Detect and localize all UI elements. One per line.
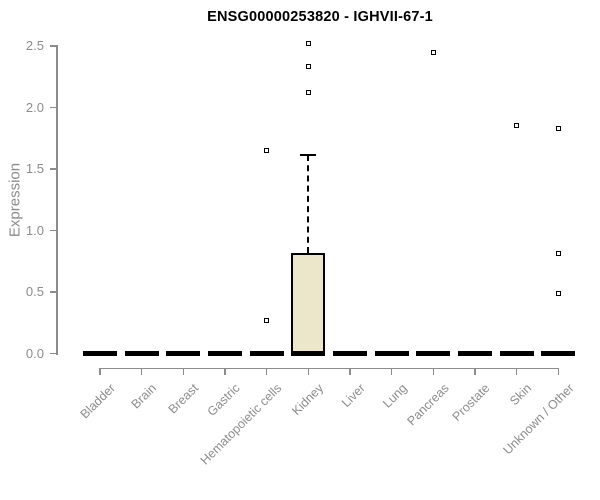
outlier-point: [555, 290, 561, 296]
median-bar: [458, 351, 493, 356]
x-axis-tick: [349, 367, 351, 375]
median-bar: [416, 351, 451, 356]
x-category-label: Liver: [338, 381, 368, 411]
median-bar: [499, 351, 534, 356]
outlier-point: [264, 148, 270, 154]
median-bar: [166, 351, 201, 356]
x-axis-tick: [140, 367, 143, 375]
outlier-point: [555, 125, 561, 131]
x-axis-tick: [474, 367, 476, 375]
box: [291, 252, 326, 354]
upper-whisker-cap: [300, 154, 317, 157]
median-bar: [208, 351, 242, 356]
y-tick-label: 0.0: [25, 345, 44, 361]
outlier-point: [305, 41, 311, 47]
outlier-point: [264, 317, 270, 323]
x-axis-tick: [432, 367, 435, 375]
y-tick-label: 2.0: [25, 99, 44, 115]
outlier-point: [305, 64, 311, 70]
x-category-label: Brain: [129, 381, 160, 412]
median-bar: [374, 351, 409, 356]
median-bar: [249, 351, 284, 356]
x-axis-tick: [515, 367, 518, 375]
upper-whisker: [307, 155, 310, 253]
y-tick-label: 1.0: [25, 222, 44, 238]
outlier-point: [555, 251, 561, 257]
median-bar: [291, 351, 326, 356]
outlier-point: [430, 49, 436, 55]
median-bar: [124, 351, 159, 356]
median-bar: [333, 351, 368, 356]
x-axis-line: [99, 367, 560, 369]
median-bar: [83, 351, 117, 356]
y-tick-label: 0.5: [25, 284, 44, 299]
outlier-point: [514, 123, 520, 129]
x-category-label: Prostate: [450, 381, 493, 424]
x-axis-tick: [307, 367, 310, 375]
x-category-label: Pancreas: [404, 381, 452, 429]
y-axis-tick: [50, 291, 56, 293]
x-category-label: Bladder: [77, 381, 118, 422]
y-axis-tick: [50, 229, 56, 232]
y-tick-label: 1.5: [25, 161, 44, 176]
y-tick-label: 2.5: [25, 38, 44, 53]
x-axis-tick: [557, 367, 560, 375]
x-axis-tick: [265, 367, 268, 375]
x-category-label: Skin: [507, 381, 535, 409]
y-axis-tick: [50, 45, 56, 47]
x-category-label: Hematopoietic cells: [198, 381, 285, 468]
median-bar: [541, 351, 576, 356]
outlier-point: [305, 90, 311, 96]
y-axis-tick: [50, 106, 56, 109]
x-category-label: Kidney: [289, 381, 327, 418]
x-axis-tick: [224, 367, 226, 375]
x-axis-tick: [99, 367, 101, 375]
x-axis-tick: [390, 367, 393, 375]
x-axis-tick: [182, 367, 185, 375]
chart-title: ENSG00000253820 - IGHVII-67-1: [207, 9, 433, 25]
x-category-label: Lung: [380, 381, 410, 411]
y-axis-line: [56, 45, 58, 355]
y-axis-tick: [50, 352, 56, 355]
x-category-label: Breast: [165, 381, 202, 417]
y-axis-tick: [50, 168, 56, 170]
x-category-label: Gastric: [205, 381, 243, 419]
